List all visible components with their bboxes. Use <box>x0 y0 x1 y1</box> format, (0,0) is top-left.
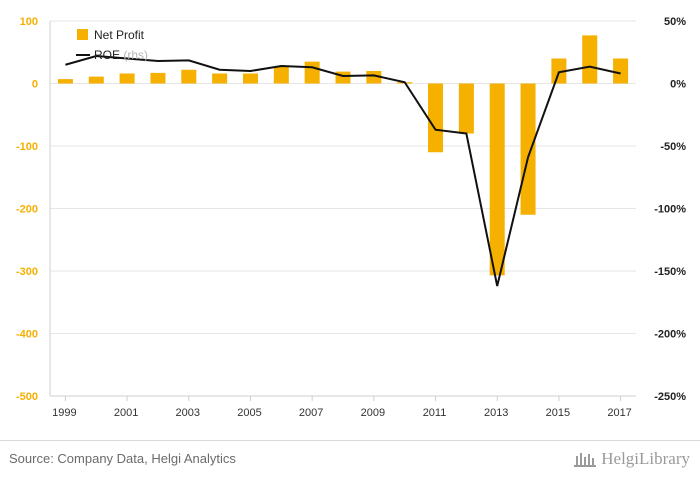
bar-net-profit <box>366 71 382 84</box>
y-left-tick-label: -100 <box>16 141 38 153</box>
y-left-tick-label: -500 <box>16 391 38 403</box>
y-right-tick-label: -100% <box>654 204 686 216</box>
bar-net-profit <box>613 58 629 84</box>
bar-net-profit <box>150 72 166 84</box>
x-tick-label: 2017 <box>607 407 631 419</box>
bar-net-profit <box>489 83 505 276</box>
y-left-tick-label: -400 <box>16 329 38 341</box>
x-tick-label: 2015 <box>546 407 570 419</box>
footer: Source: Company Data, Helgi Analytics He… <box>0 440 700 483</box>
x-tick-label: 2003 <box>176 407 200 419</box>
bar-net-profit <box>335 71 351 84</box>
y-right-tick-label: 50% <box>664 16 686 28</box>
legend-label-roe: ROE (rhs) <box>94 48 148 62</box>
bar-net-profit <box>273 66 289 84</box>
source-note: Source: Company Data, Helgi Analytics <box>9 451 236 466</box>
x-tick-label: 2005 <box>237 407 261 419</box>
bar-net-profit <box>181 69 197 84</box>
x-tick-label: 2013 <box>484 407 508 419</box>
y-right-tick-label: -50% <box>660 141 686 153</box>
y-left-tick-label: 0 <box>32 79 38 91</box>
line-roe <box>65 54 621 287</box>
chart-area: 100 0 -100 -200 -300 -400 -500 50% 0% -50% -100% -1… <box>16 16 686 419</box>
bar-net-profit <box>304 61 320 84</box>
y-left-tick-label: 100 <box>20 16 38 28</box>
bar-net-profit <box>212 73 228 84</box>
x-tick-label: 2009 <box>361 407 385 419</box>
bar-net-profit <box>582 35 598 84</box>
y-right-tick-label: -150% <box>654 266 686 278</box>
bar-net-profit <box>242 73 258 84</box>
bar-net-profit <box>458 83 474 134</box>
brand-name: HelgiLibrary <box>601 449 690 468</box>
legend-swatch-net-profit <box>77 29 88 40</box>
x-tick-label: 2001 <box>114 407 138 419</box>
y-left-tick-label: -200 <box>16 204 38 216</box>
library-icon <box>574 453 597 467</box>
x-tick-label: 2007 <box>299 407 323 419</box>
bar-net-profit <box>88 76 104 84</box>
bar-net-profit <box>520 83 536 215</box>
y-left-tick-label: -300 <box>16 266 38 278</box>
legend-label-roe-suffix: (rhs) <box>123 48 148 62</box>
combo-chart: 100 0 -100 -200 -300 -400 -500 50% 0% -50% -100% -1… <box>16 16 686 419</box>
bar-net-profit <box>551 58 567 84</box>
bar-net-profit <box>57 79 73 84</box>
y-right-tick-label: -250% <box>654 391 686 403</box>
y-right-tick-label: -200% <box>654 329 686 341</box>
x-tick-label: 1999 <box>52 407 76 419</box>
bar-net-profit <box>119 73 135 84</box>
brand-logo[interactable]: HelgiLibrary <box>573 449 690 469</box>
bar-net-profit <box>428 83 444 153</box>
y-right-tick-label: 0% <box>670 79 686 91</box>
legend-label-net-profit: Net Profit <box>94 28 145 42</box>
x-tick-label: 2011 <box>423 407 447 419</box>
